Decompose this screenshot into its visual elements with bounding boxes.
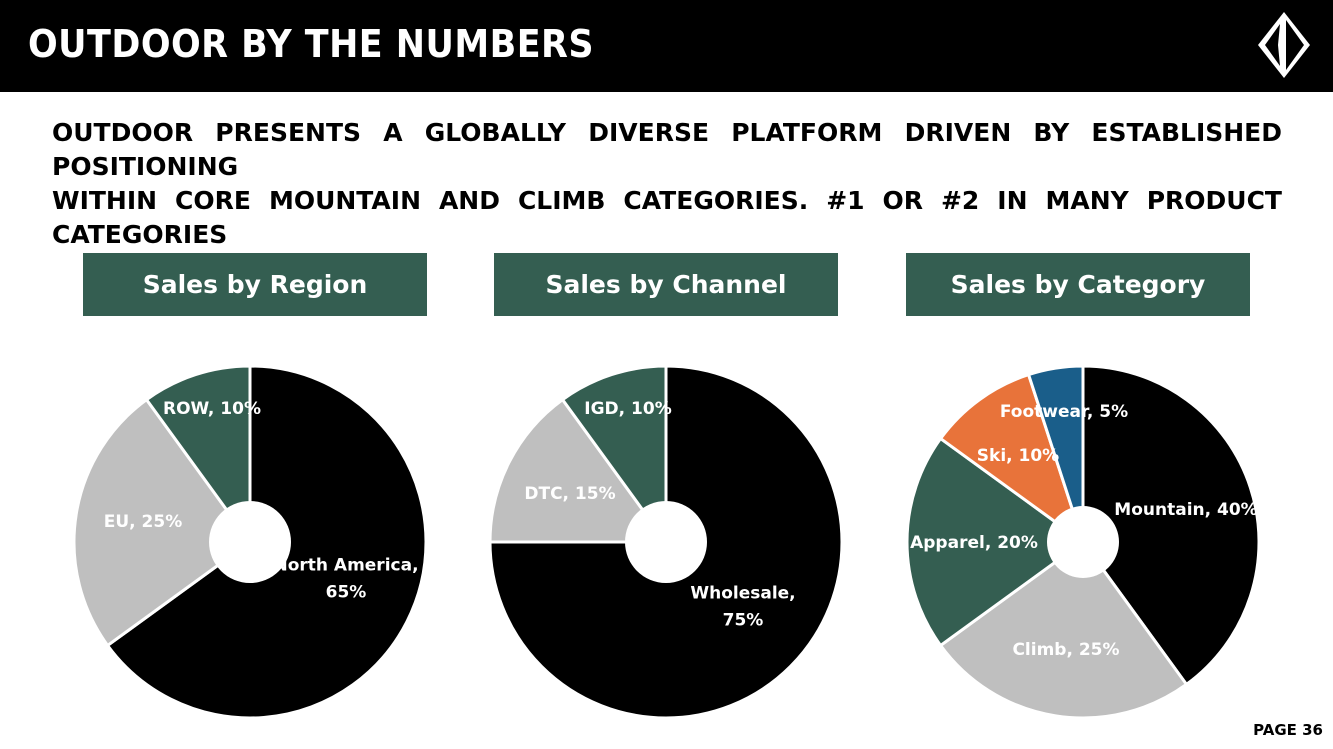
data-label-wholesale: Wholesale, 75% [690,584,795,631]
pie-slice-eu [72,397,253,648]
chart-title-category: Sales by Category [906,253,1250,316]
data-label-apparel: Apparel, 20% [910,533,1038,553]
diamond-logo-icon [1258,12,1310,78]
data-label-igd: IGD, 10% [584,399,671,419]
pie-slice-climb [938,539,1189,720]
pie-slice-footwear [1026,364,1085,543]
headline-line-2: WITHIN CORE MOUNTAIN AND CLIMB CATEGORIE… [52,186,1282,249]
data-label-footwear: Footwear, 5% [1000,402,1128,422]
data-label-dtc: DTC, 15% [524,484,615,504]
page-number: PAGE 36 [1253,721,1323,739]
chart-title-channel: Sales by Channel [494,253,838,316]
pie-category: Mountain, 40% Climb, 25% Apparel, 20% Ski, … [905,364,1261,720]
pie-slice-apparel [905,436,1086,648]
pie-slice-igd [560,364,668,547]
data-label-north-america: North America, 65% [273,556,418,603]
page-title: OUTDOOR BY THE NUMBERS [28,22,595,66]
headline: OUTDOOR PRESENTS A GLOBALLY DIVERSE PLAT… [52,116,1282,252]
pie-channel: Wholesale, 75% DTC, 15% IGD, 10% [488,364,844,720]
pie-slice-ski [938,372,1086,546]
pie-slice-wholesale [488,364,844,720]
donut-hole [209,501,291,583]
data-label-mountain: Mountain, 40% [1114,500,1257,520]
pie-slice-row [144,364,252,547]
pie-slice-dtc [488,397,669,544]
pie-region: North America, 65% EU, 25% ROW, 10% [72,364,428,720]
headline-line-1: OUTDOOR PRESENTS A GLOBALLY DIVERSE PLAT… [52,118,1282,181]
pie-slice-mountain [1081,364,1261,687]
donut-hole [625,501,707,583]
header-bar: OUTDOOR BY THE NUMBERS [0,0,1333,92]
donut-hole [1047,506,1119,578]
data-label-ski: Ski, 10% [977,446,1059,466]
data-label-climb: Climb, 25% [1012,640,1119,660]
chart-title-region: Sales by Region [83,253,427,316]
data-label-eu: EU, 25% [104,512,182,532]
data-label-row: ROW, 10% [163,399,261,419]
